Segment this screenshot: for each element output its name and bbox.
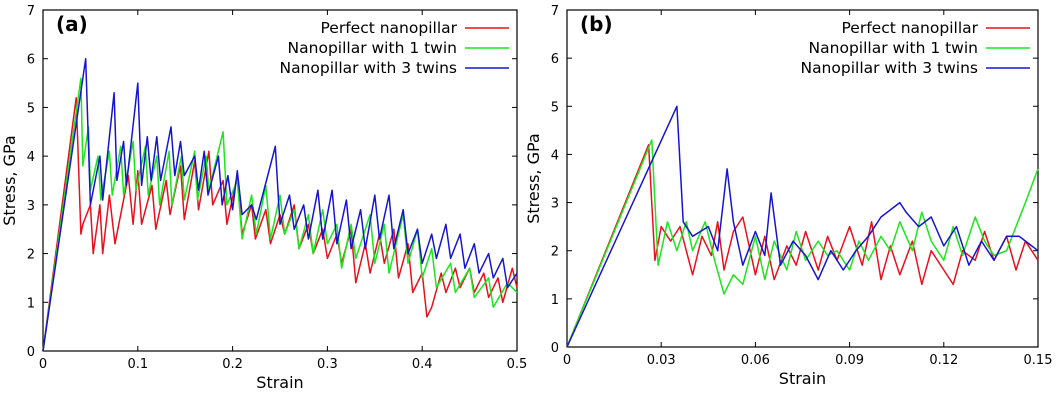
x-tick-label: 0.06 xyxy=(741,353,770,368)
y-tick-label: 4 xyxy=(551,148,559,163)
x-tick-label: 0.1 xyxy=(127,357,148,372)
plot-frame xyxy=(566,9,1039,348)
y-tick-label: 3 xyxy=(27,199,35,214)
plot-frame xyxy=(42,9,518,352)
y-axis-label: Stress, GPa xyxy=(524,133,543,223)
y-tick-label: 1 xyxy=(551,293,559,308)
x-tick-label: 0.15 xyxy=(1024,353,1053,368)
legend-label: Nanopillar with 3 twins xyxy=(800,59,978,77)
x-tick-label: 0 xyxy=(563,353,571,368)
y-tick-label: 3 xyxy=(551,197,559,212)
y-tick-label: 5 xyxy=(27,101,35,116)
legend-label: Perfect nanopillar xyxy=(842,19,979,37)
y-tick-label: 0 xyxy=(27,345,35,360)
y-tick-label: 2 xyxy=(27,248,35,263)
y-tick-label: 4 xyxy=(27,150,35,165)
x-tick-label: 0.5 xyxy=(507,357,528,372)
y-axis-label: Stress, GPa xyxy=(0,135,19,225)
legend-label: Perfect nanopillar xyxy=(321,19,458,37)
y-tick-label: 1 xyxy=(27,296,35,311)
legend-label: Nanopillar with 1 twin xyxy=(288,39,457,57)
legend-label: Nanopillar with 1 twin xyxy=(809,39,978,57)
panel-a: 0 0.1 0.2 0.3 0.4 0.5 0 1 2 3 4 5 6 7 Strain Stress, GP… xyxy=(0,4,527,392)
x-axis-label: Strain xyxy=(779,369,826,388)
panel-label: (b) xyxy=(580,12,613,36)
x-axis-label: Strain xyxy=(256,373,303,392)
y-tick-label: 2 xyxy=(551,245,559,260)
x-tick-label: 0.2 xyxy=(222,357,243,372)
x-tick-label: 0 xyxy=(39,357,47,372)
panel-label: (a) xyxy=(56,12,88,36)
y-tick-label: 7 xyxy=(27,4,35,19)
y-tick-label: 5 xyxy=(551,100,559,115)
x-tick-label: 0.03 xyxy=(647,353,676,368)
y-tick-label: 0 xyxy=(551,341,559,356)
y-tick-label: 7 xyxy=(551,4,559,19)
y-tick-label: 6 xyxy=(551,52,559,67)
x-tick-label: 0.12 xyxy=(929,353,958,368)
x-tick-label: 0.4 xyxy=(412,357,433,372)
series-line-3 xyxy=(42,57,518,352)
series-line-1 xyxy=(566,144,1039,348)
x-tick-label: 0.09 xyxy=(835,353,864,368)
series-line-3 xyxy=(566,105,1039,348)
legend-label: Nanopillar with 3 twins xyxy=(279,59,457,77)
y-tick-label: 6 xyxy=(27,53,35,68)
x-tick-label: 0.3 xyxy=(317,357,338,372)
panel-b: 0 0.03 0.06 0.09 0.12 0.15 0 1 2 3 4 5 6 7 Strain Stres… xyxy=(524,4,1052,388)
